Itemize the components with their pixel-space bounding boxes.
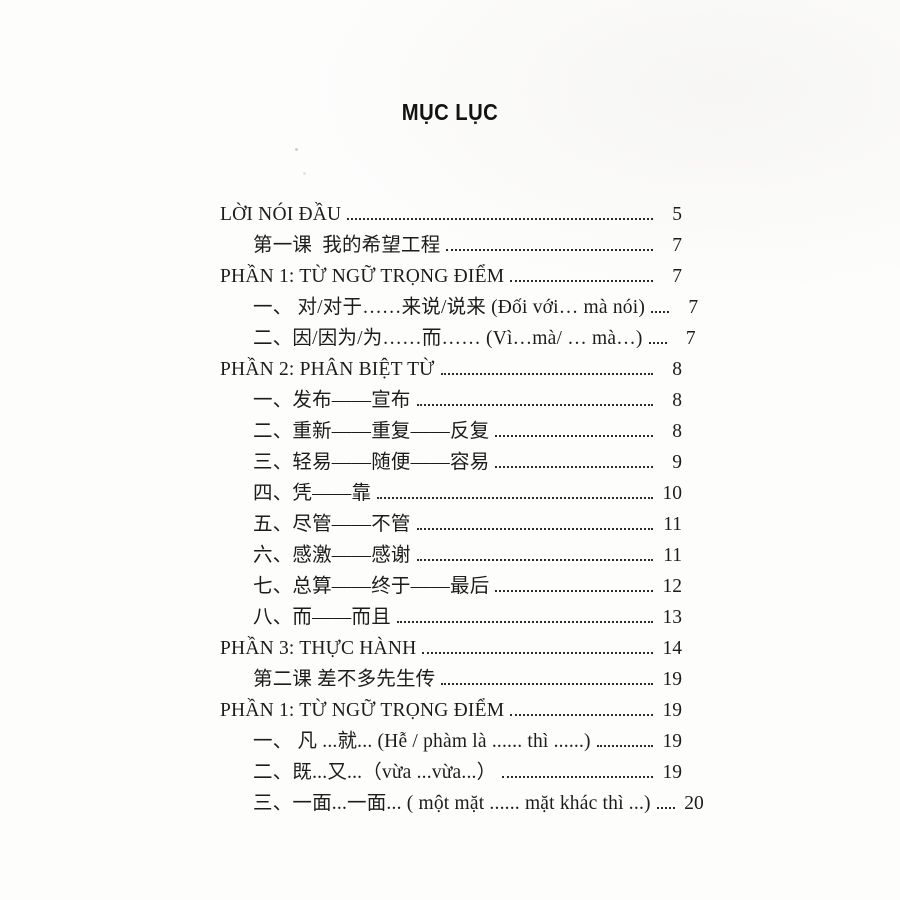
toc-entry-label: PHẦN 1: TỪ NGỮ TRỌNG ĐIỂM xyxy=(220,265,505,287)
toc-entry: 六、感激——感谢 11 xyxy=(220,539,682,570)
toc-entry: PHẦN 1: TỪ NGỮ TRỌNG ĐIỂM 7 xyxy=(220,260,682,291)
toc-entry-label: 四、凭——靠 xyxy=(253,482,372,504)
toc-entry: PHẦN 1: TỪ NGỮ TRỌNG ĐIỂM 19 xyxy=(220,694,682,725)
toc-entry-label: 二、重新——重复——反复 xyxy=(253,420,490,442)
scan-speck xyxy=(295,148,298,151)
toc-entry-page: 8 xyxy=(672,358,682,380)
toc-entry-label: PHẦN 2: PHÂN BIỆT TỪ xyxy=(220,358,435,380)
toc-entry: 八、而——而且 13 xyxy=(220,601,682,632)
toc-entry: 七、总算——终于——最后 12 xyxy=(220,570,682,601)
scan-speck xyxy=(303,172,306,175)
toc-entry-page: 5 xyxy=(672,203,682,225)
toc-entry-page: 8 xyxy=(672,389,682,411)
dot-leader xyxy=(495,435,653,437)
table-of-contents: LỜI NÓI ĐẦU 5 第一课 我的希望工程 7 PHẦN 1: TỪ NGỮ TR… xyxy=(220,198,704,818)
toc-entry-label: PHẦN 1: TỪ NGỮ TRỌNG ĐIỂM xyxy=(220,699,505,721)
toc-entry-label: 七、总算——终于——最后 xyxy=(253,575,490,597)
toc-entry-page: 19 xyxy=(662,699,683,721)
toc-entry-label: 二、既...又...（vừa ...vừa...） xyxy=(253,761,497,783)
toc-entry-label: 六、感激——感谢 xyxy=(253,544,411,566)
toc-entry-page: 13 xyxy=(662,606,683,628)
toc-entry-page: 20 xyxy=(684,792,704,814)
toc-entry-page: 19 xyxy=(662,761,683,783)
toc-entry-page: 8 xyxy=(672,420,682,442)
toc-entry-label: 第二课 差不多先生传 xyxy=(253,668,436,690)
toc-entry: 一、 凡 ...就... (Hễ / phàm là ...... thì ..… xyxy=(220,725,682,756)
toc-entry-page: 11 xyxy=(663,544,682,566)
dot-leader xyxy=(416,404,653,406)
toc-entry: 三、轻易——随便——容易 9 xyxy=(220,446,682,477)
toc-entry-label: 一、发布——宣布 xyxy=(253,389,411,411)
toc-entry-label: 第一课 我的希望工程 xyxy=(253,234,441,256)
toc-entry-page: 10 xyxy=(662,482,683,504)
dot-leader xyxy=(502,776,653,778)
dot-leader xyxy=(656,807,675,809)
toc-entry-page: 19 xyxy=(662,730,683,752)
toc-entry-page: 11 xyxy=(663,513,682,535)
dot-leader xyxy=(510,280,653,282)
toc-entry: 四、凭——靠 10 xyxy=(220,477,682,508)
toc-entry-label: LỜI NÓI ĐẦU xyxy=(220,203,342,225)
dot-leader xyxy=(495,466,653,468)
toc-entry: 二、重新——重复——反复 8 xyxy=(220,415,682,446)
toc-entry: PHẦN 2: PHÂN BIỆT TỪ 8 xyxy=(220,353,682,384)
toc-entry: LỜI NÓI ĐẦU 5 xyxy=(220,198,682,229)
dot-leader xyxy=(510,714,653,716)
toc-entry-page: 7 xyxy=(688,296,699,318)
toc-entry-label: 八、而——而且 xyxy=(253,606,391,628)
dot-leader xyxy=(651,311,670,313)
toc-entry-label: 五、尽管——不管 xyxy=(253,513,411,535)
dot-leader xyxy=(648,342,667,344)
toc-entry-label: 三、轻易——随便——容易 xyxy=(253,451,490,473)
toc-entry-page: 7 xyxy=(672,265,682,287)
toc-entry: 五、尽管——不管 11 xyxy=(220,508,682,539)
toc-entry-label: 二、因/因为/为……而…… (Vì…mà/ … mà…) xyxy=(253,327,643,349)
toc-entry-label: 一、 对/对于……来说/说来 (Đối với… mà nói) xyxy=(253,296,646,318)
dot-leader xyxy=(396,621,653,623)
toc-entry: PHẦN 3: THỰC HÀNH 14 xyxy=(220,632,682,663)
page-title: MỤC LỤC xyxy=(401,99,499,125)
toc-entry: 三、一面...一面... ( một mặt ...... mặt khác t… xyxy=(220,787,704,818)
dot-leader xyxy=(440,373,653,375)
toc-entry-label: 一、 凡 ...就... (Hễ / phàm là ...... thì ..… xyxy=(253,730,591,752)
dot-leader xyxy=(495,590,653,592)
toc-entry-page: 12 xyxy=(662,575,683,597)
dot-leader xyxy=(416,528,653,530)
toc-entry-page: 9 xyxy=(672,451,682,473)
toc-entry-page: 7 xyxy=(685,327,696,349)
dot-leader xyxy=(422,652,653,654)
toc-entry-label: 三、一面...一面... ( một mặt ...... mặt khác t… xyxy=(253,792,651,814)
toc-entry: 第二课 差不多先生传 19 xyxy=(220,663,682,694)
toc-entry: 一、 对/对于……来说/说来 (Đối với… mà nói) 7 xyxy=(220,291,698,322)
toc-entry-page: 19 xyxy=(662,668,683,690)
toc-entry-label: PHẦN 3: THỰC HÀNH xyxy=(220,637,417,659)
toc-entry-page: 14 xyxy=(662,637,683,659)
toc-entry: 二、因/因为/为……而…… (Vì…mà/ … mà…) 7 xyxy=(220,322,696,353)
toc-entry-page: 7 xyxy=(672,234,682,256)
dot-leader xyxy=(347,218,653,220)
toc-entry: 第一课 我的希望工程 7 xyxy=(220,229,682,260)
dot-leader xyxy=(596,745,653,747)
toc-entry: 二、既...又...（vừa ...vừa...） 19 xyxy=(220,756,682,787)
dot-leader xyxy=(416,559,653,561)
dot-leader xyxy=(441,683,653,685)
dot-leader xyxy=(377,497,653,499)
toc-entry: 一、发布——宣布 8 xyxy=(220,384,682,415)
dot-leader xyxy=(446,249,653,251)
